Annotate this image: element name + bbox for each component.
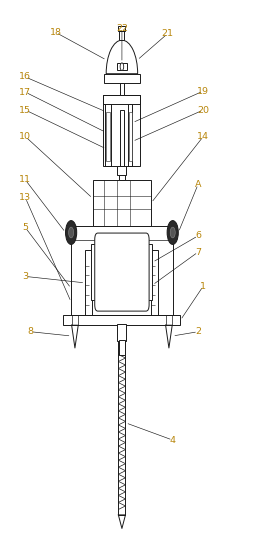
Text: 17: 17 xyxy=(19,88,31,96)
Wedge shape xyxy=(106,40,138,74)
Text: 11: 11 xyxy=(19,176,31,184)
Bar xyxy=(146,244,152,300)
Circle shape xyxy=(170,227,175,238)
Text: 6: 6 xyxy=(195,231,201,240)
Text: 7: 7 xyxy=(195,248,201,256)
Bar xyxy=(128,104,132,166)
Bar xyxy=(85,250,92,315)
Bar xyxy=(119,166,125,180)
Text: 21: 21 xyxy=(162,29,174,38)
Bar xyxy=(71,226,173,315)
Text: 10: 10 xyxy=(19,132,31,141)
Circle shape xyxy=(120,63,124,70)
Text: 18: 18 xyxy=(50,28,62,37)
Bar xyxy=(119,340,125,355)
Bar xyxy=(64,315,180,325)
Bar xyxy=(119,31,124,40)
Text: A: A xyxy=(195,180,201,189)
Bar xyxy=(129,112,132,161)
Text: 22: 22 xyxy=(116,24,128,33)
Bar xyxy=(118,341,125,515)
Circle shape xyxy=(167,221,178,244)
Bar xyxy=(91,244,98,300)
Bar xyxy=(105,104,111,166)
Bar xyxy=(117,166,126,175)
Bar xyxy=(120,110,124,166)
Polygon shape xyxy=(166,325,172,348)
Bar xyxy=(120,83,124,95)
Bar xyxy=(93,180,151,226)
Bar xyxy=(103,95,140,104)
Circle shape xyxy=(69,227,74,238)
Bar xyxy=(151,250,158,315)
Bar xyxy=(106,112,110,161)
Text: 4: 4 xyxy=(170,436,176,444)
Bar xyxy=(117,63,127,70)
Bar xyxy=(118,26,125,31)
Text: 5: 5 xyxy=(22,223,28,232)
Text: 15: 15 xyxy=(19,106,31,114)
Text: 8: 8 xyxy=(27,327,34,336)
Text: 3: 3 xyxy=(22,272,28,281)
Text: 19: 19 xyxy=(197,87,209,95)
Polygon shape xyxy=(118,515,125,528)
Text: 2: 2 xyxy=(195,327,201,336)
Text: 1: 1 xyxy=(200,282,206,291)
Bar xyxy=(103,95,140,166)
Circle shape xyxy=(66,221,77,244)
Polygon shape xyxy=(72,325,78,348)
FancyBboxPatch shape xyxy=(95,233,149,311)
Text: 13: 13 xyxy=(19,193,31,202)
Text: 16: 16 xyxy=(19,73,31,81)
Text: 14: 14 xyxy=(197,132,209,141)
Bar xyxy=(117,324,126,341)
Text: 20: 20 xyxy=(197,106,209,114)
Bar xyxy=(104,74,140,83)
